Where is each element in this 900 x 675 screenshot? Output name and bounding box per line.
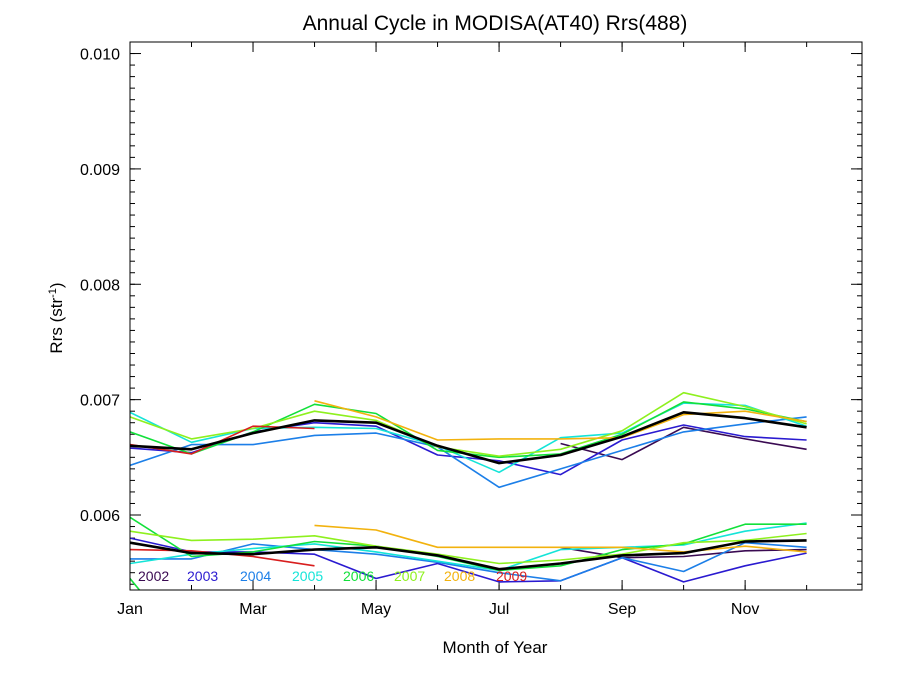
y-tick-label: 0.006 [80,508,120,525]
plot-frame [129,41,863,591]
x-tick-label: Mar [239,601,267,618]
legend-entry-2009: 2009 [496,568,527,584]
series-line-2007 [130,530,807,565]
mean-line [130,410,807,465]
legend-entry-2008: 2008 [444,568,475,584]
chart-title: Annual Cycle in MODISA(AT40) Rrs(488) [303,12,688,35]
series-lines [130,391,807,590]
x-tick-label: Nov [731,601,759,618]
legend-entry-2006: 2006 [343,568,374,584]
y-tick-label: 0.008 [80,277,120,294]
mean-line [130,539,807,571]
legend-entry-2003: 2003 [187,568,218,584]
series-line-2008 [314,400,807,441]
legend-entry-2007: 2007 [394,568,425,584]
x-tick-label: Jul [489,601,509,618]
x-tick-label: May [361,601,391,618]
legend: 2002 2003 2004 2005 2006 2007 2008 2009 [138,568,527,584]
series-line-2004 [130,416,807,489]
series-line-2006 [130,577,141,590]
y-tick-label: 0.007 [80,393,120,410]
legend-entry-2005: 2005 [292,568,323,584]
y-tick-label: 0.009 [80,162,120,179]
y-axis-label: Rrs (str-1) [47,282,66,353]
x-axis-label: Month of Year [443,638,548,657]
legend-entry-2002: 2002 [138,568,169,584]
x-tick-label: Sep [608,601,637,618]
series-line-2007 [130,391,807,458]
series-line-2002 [560,426,807,461]
series-line-2008 [314,524,807,553]
axis-ticks: Jan Mar May Jul Sep Nov 0.006 0.007 0.008 0.009 0.… [80,41,862,618]
legend-entry-2004: 2004 [240,568,271,584]
y-tick-label: 0.010 [80,47,120,64]
y-axis-label-exponent: -1 [47,288,59,298]
series-line-2004 [130,541,807,582]
x-tick-label: Jan [117,601,143,618]
